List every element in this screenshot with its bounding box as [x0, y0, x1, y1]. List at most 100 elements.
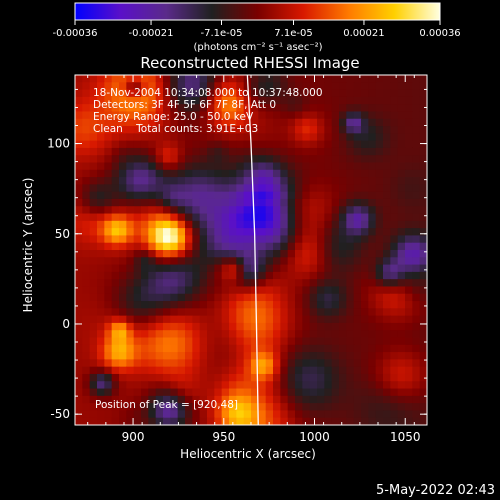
heatmap-cell — [104, 184, 113, 193]
heatmap-cell — [141, 162, 149, 171]
heatmap-cell — [104, 301, 113, 309]
heatmap-cell — [75, 169, 83, 178]
heatmap-cell — [177, 118, 186, 127]
heatmap-cell — [339, 155, 347, 164]
heatmap-cell — [111, 337, 120, 346]
heatmap-cell — [126, 242, 135, 251]
heatmap-cell — [309, 322, 318, 331]
heatmap-cell — [295, 337, 303, 346]
heatmap-cell — [82, 162, 91, 171]
heatmap-cell — [229, 96, 237, 105]
heatmap-cell — [265, 206, 274, 215]
heatmap-cell — [353, 169, 362, 178]
heatmap-cell — [405, 373, 413, 382]
heatmap-cell — [309, 155, 318, 164]
heatmap-cell — [141, 177, 149, 185]
heatmap-cell — [89, 417, 98, 425]
heatmap-cell — [419, 184, 427, 193]
heatmap-cell — [331, 403, 340, 412]
heatmap-cell — [258, 118, 267, 127]
heatmap-cell — [317, 82, 325, 91]
heatmap-cell — [214, 126, 223, 134]
heatmap-cell — [141, 126, 149, 134]
heatmap-cell — [273, 147, 281, 156]
heatmap-cell — [258, 198, 267, 207]
heatmap-cell — [141, 228, 149, 237]
heatmap-cell — [419, 191, 427, 200]
heatmap-cell — [309, 417, 318, 425]
heatmap-cell — [331, 104, 340, 113]
heatmap-cell — [111, 75, 120, 83]
heatmap-cell — [229, 155, 237, 164]
heatmap-cell — [346, 213, 355, 222]
heatmap-cell — [251, 140, 259, 149]
heatmap-cell — [397, 301, 406, 309]
heatmap-cell — [126, 257, 135, 266]
heatmap-cell — [258, 417, 267, 425]
heatmap-cell — [133, 395, 142, 404]
heatmap-cell — [331, 264, 340, 273]
heatmap-cell — [412, 301, 421, 309]
heatmap-cell — [89, 301, 98, 309]
heatmap-cell — [324, 126, 333, 134]
heatmap-cell — [170, 410, 179, 419]
heatmap-cell — [89, 235, 98, 244]
heatmap-cell — [317, 337, 325, 346]
heatmap-cell — [155, 177, 164, 185]
heatmap-cell — [353, 191, 362, 200]
heatmap-cell — [82, 235, 91, 244]
heatmap-cell — [412, 344, 421, 353]
heatmap-cell — [89, 140, 98, 149]
heatmap-cell — [199, 228, 208, 237]
heatmap-cell — [339, 381, 347, 390]
heatmap-cell — [221, 235, 230, 244]
heatmap-cell — [383, 140, 391, 149]
heatmap-cell — [251, 286, 259, 295]
heatmap-cell — [361, 228, 369, 237]
heatmap-cell — [97, 286, 105, 295]
heatmap-cell — [280, 126, 289, 134]
heatmap-cell — [331, 337, 340, 346]
heatmap-cell — [163, 308, 171, 317]
heatmap-cell — [280, 330, 289, 339]
heatmap-cell — [419, 235, 427, 244]
heatmap-cell — [111, 184, 120, 193]
heatmap-cell — [383, 169, 391, 178]
heatmap-cell — [111, 344, 120, 353]
heatmap-cell — [412, 315, 421, 324]
heatmap-cell — [331, 133, 340, 142]
heatmap-cell — [119, 147, 127, 156]
heatmap-cell — [346, 271, 355, 280]
heatmap-cell — [155, 257, 164, 266]
heatmap-cell — [111, 235, 120, 244]
heatmap-cell — [82, 395, 91, 404]
heatmap-cell — [265, 96, 274, 105]
heatmap-cell — [280, 133, 289, 142]
heatmap-cell — [405, 330, 413, 339]
heatmap-cell — [309, 373, 318, 382]
heatmap-cell — [104, 147, 113, 156]
heatmap-cell — [207, 330, 215, 339]
heatmap-cell — [119, 293, 127, 302]
heatmap-cell — [177, 184, 186, 193]
heatmap-cell — [405, 308, 413, 317]
heatmap-cell — [177, 366, 186, 375]
heatmap-cell — [397, 147, 406, 156]
heatmap-cell — [265, 373, 274, 382]
heatmap-cell — [346, 242, 355, 251]
heatmap-cell — [185, 352, 193, 360]
heatmap-cell — [412, 388, 421, 397]
heatmap-cell — [251, 198, 259, 207]
heatmap-cell — [214, 82, 223, 91]
heatmap-cell — [258, 140, 267, 149]
heatmap-cell — [258, 213, 267, 222]
heatmap-cell — [185, 198, 193, 207]
heatmap-cell — [207, 417, 215, 425]
heatmap-cell — [97, 410, 105, 419]
heatmap-cell — [89, 155, 98, 164]
heatmap-cell — [280, 293, 289, 302]
heatmap-cell — [397, 126, 406, 134]
heatmap-cell — [221, 395, 230, 404]
heatmap-cell — [324, 155, 333, 164]
